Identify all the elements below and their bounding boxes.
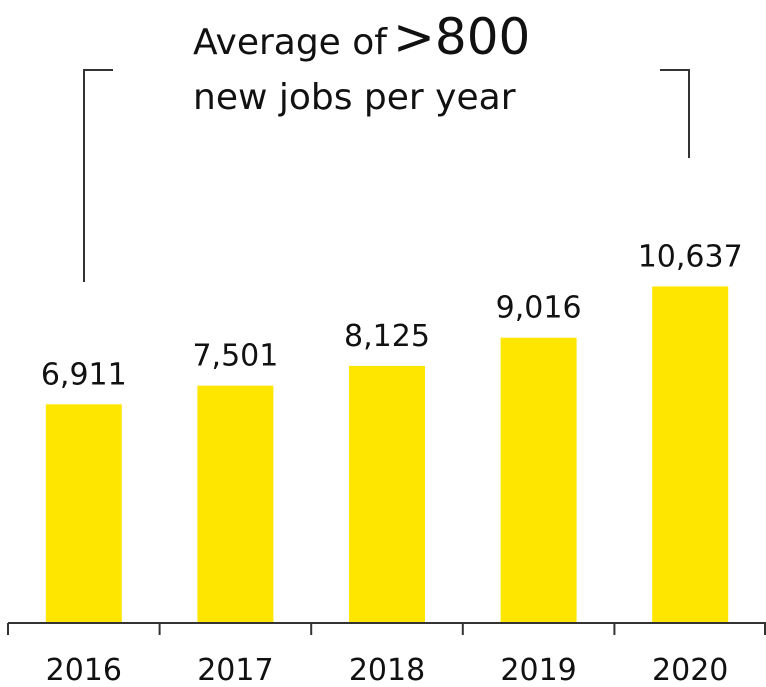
tick-label-2020: 2020 [652,653,728,687]
value-label-2017: 7,501 [192,339,278,374]
annotation-prefix: Average of [193,22,387,63]
annotation-line-2: new jobs per year [193,77,516,118]
bar-2019 [500,337,577,623]
value-label-2018: 8,125 [344,319,430,354]
annotation-line-1: Average of >800 [193,6,530,68]
x-axis: 2016 2017 2018 2019 2020 [7,622,766,687]
tick-label-2018: 2018 [349,653,425,687]
value-label-2020: 10,637 [638,239,743,274]
value-label-2019: 9,016 [496,291,582,326]
tick-label-2016: 2016 [46,653,122,687]
tick-label-2019: 2019 [500,653,576,687]
bar-2016 [45,404,122,623]
bracket-right [660,69,690,158]
annotation-highlight: >800 [392,8,531,66]
bracket-left [83,69,113,282]
bars-group: 6,911 7,501 8,125 9,016 10,637 [41,239,743,623]
bar-2017 [197,385,274,623]
tick-label-2017: 2017 [197,653,273,687]
bar-2018 [349,365,425,623]
value-label-2016: 6,911 [41,357,127,392]
bar-2020 [652,286,729,623]
